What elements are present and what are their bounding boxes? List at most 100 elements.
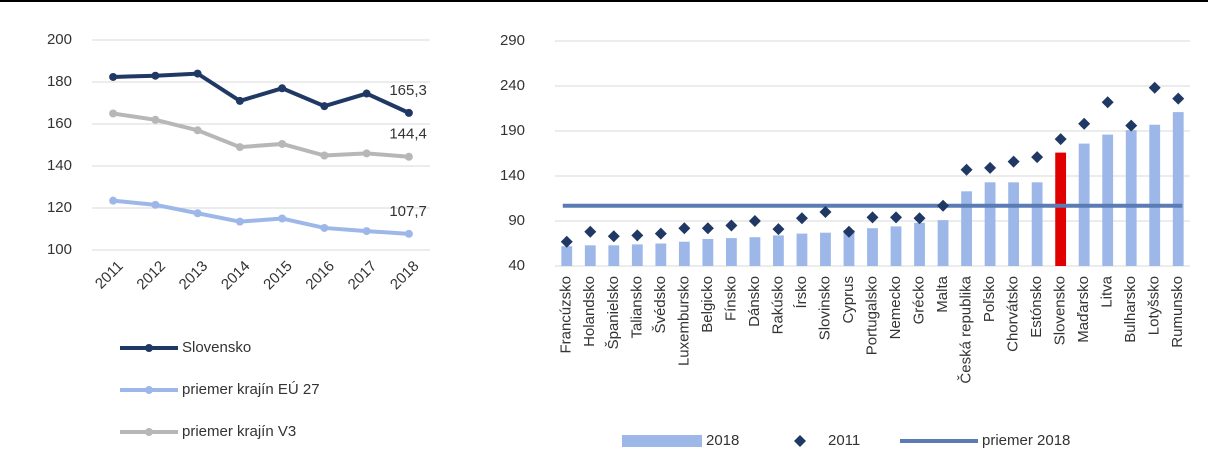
y-tick-label: 290 — [500, 32, 525, 49]
diamond — [560, 235, 573, 248]
legend-marker — [145, 428, 153, 436]
point — [109, 196, 118, 205]
series-line — [113, 71, 410, 115]
point — [320, 223, 329, 232]
diamond — [1007, 155, 1020, 168]
diamond — [960, 163, 973, 176]
x-tick-label: Írsko — [793, 276, 810, 309]
bar — [1031, 182, 1043, 266]
y-tick-label: 200 — [47, 31, 72, 48]
diamond — [654, 227, 667, 240]
bar — [678, 241, 690, 266]
bar — [820, 232, 831, 266]
x-tick-label: Grécko — [911, 276, 928, 324]
diamond — [1101, 96, 1114, 109]
diamond — [725, 219, 738, 232]
point — [193, 209, 202, 218]
x-tick-label: Holandsko — [581, 276, 598, 347]
data-label: 144,4 — [389, 126, 427, 143]
legend-label: priemer 2018 — [982, 432, 1070, 449]
legend-label: priemer krajín V3 — [182, 423, 296, 440]
diamond — [1172, 92, 1185, 105]
bar — [843, 230, 855, 266]
x-tick-label: Španielsko — [605, 276, 622, 349]
bar — [1149, 124, 1161, 266]
point — [278, 214, 287, 223]
x-tick-label: Nemecko — [887, 276, 904, 339]
diamond — [937, 199, 950, 212]
legend-bar — [622, 435, 702, 447]
legend-label: 2018 — [706, 432, 739, 449]
y-tick-label: 90 — [508, 212, 525, 229]
legend-label: priemer krajín EÚ 27 — [182, 381, 320, 398]
diamond — [890, 211, 903, 224]
point — [320, 102, 329, 111]
diamond — [701, 222, 714, 235]
bar — [561, 246, 573, 266]
x-tick-label: Slovensko — [1052, 276, 1069, 345]
point — [404, 229, 413, 238]
bar — [961, 191, 972, 266]
bar — [608, 245, 620, 266]
bar — [867, 228, 878, 266]
data-label: 107,7 — [389, 203, 427, 220]
x-tick-label: Taliansko — [628, 276, 645, 339]
x-tick-label: Maďarsko — [1075, 276, 1092, 343]
point — [362, 149, 371, 158]
diamond — [842, 225, 855, 238]
x-tick-label: 2014 — [218, 258, 254, 294]
x-tick-label: Švédsko — [652, 276, 669, 334]
x-tick-label: 2017 — [345, 258, 381, 294]
bar — [1172, 112, 1184, 266]
x-tick-label: Chorvátsko — [1005, 276, 1022, 352]
bar — [796, 233, 808, 266]
point — [109, 72, 118, 81]
data-label: 165,3 — [389, 82, 427, 99]
point — [404, 152, 413, 161]
point — [151, 115, 160, 124]
bar — [914, 222, 925, 266]
bar — [749, 237, 761, 266]
x-tick-label: Poľsko — [981, 276, 998, 322]
diamond — [913, 212, 926, 225]
bar — [1055, 152, 1067, 266]
bar — [702, 239, 714, 266]
diamond — [607, 230, 620, 243]
x-tick-label: Cyprus — [840, 276, 857, 324]
x-tick-label: 2011 — [92, 258, 127, 293]
diamond — [1148, 81, 1161, 94]
series-line — [112, 111, 410, 159]
point — [235, 143, 244, 152]
diamond — [772, 223, 785, 236]
x-tick-label: Česká republika — [958, 275, 975, 383]
x-tick-label: 2015 — [260, 258, 296, 294]
point — [278, 139, 287, 148]
legend-diamond — [794, 435, 806, 447]
point — [193, 126, 202, 135]
x-tick-label: Malta — [934, 275, 951, 312]
legend-label: Slovensko — [182, 339, 251, 356]
bar — [631, 244, 643, 266]
diamond — [866, 211, 879, 224]
diamond — [795, 212, 808, 225]
x-tick-label: Dánsko — [746, 276, 763, 327]
point — [235, 217, 244, 226]
bar — [655, 243, 667, 266]
x-tick-label: 2013 — [176, 258, 212, 294]
y-tick-label: 160 — [47, 115, 72, 132]
y-tick-label: 120 — [47, 199, 72, 216]
bar — [584, 245, 596, 266]
y-tick-label: 100 — [47, 241, 72, 258]
y-tick-label: 140 — [47, 157, 72, 174]
x-tick-label: 2012 — [133, 258, 169, 294]
diamond — [748, 215, 761, 227]
y-tick-label: 140 — [500, 167, 525, 184]
bar — [890, 226, 902, 266]
point — [235, 96, 244, 105]
bar — [773, 235, 784, 266]
point — [362, 89, 371, 98]
bar — [1102, 134, 1114, 266]
bar — [937, 220, 949, 266]
legend-marker — [145, 344, 153, 352]
